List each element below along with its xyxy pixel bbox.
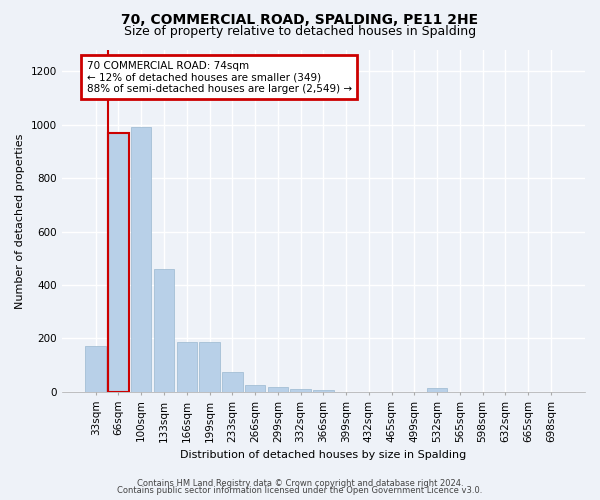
Bar [427,388,448,392]
Bar [154,269,174,392]
Bar [268,386,288,392]
Bar [290,388,311,392]
Text: Contains public sector information licensed under the Open Government Licence v3: Contains public sector information licen… [118,486,482,495]
Text: 70, COMMERCIAL ROAD, SPALDING, PE11 2HE: 70, COMMERCIAL ROAD, SPALDING, PE11 2HE [121,12,479,26]
Y-axis label: Number of detached properties: Number of detached properties [15,134,25,308]
Bar [222,372,242,392]
Text: 70 COMMERCIAL ROAD: 74sqm
← 12% of detached houses are smaller (349)
88% of semi: 70 COMMERCIAL ROAD: 74sqm ← 12% of detac… [86,60,352,94]
Text: Contains HM Land Registry data © Crown copyright and database right 2024.: Contains HM Land Registry data © Crown c… [137,478,463,488]
Bar [85,346,106,392]
X-axis label: Distribution of detached houses by size in Spalding: Distribution of detached houses by size … [180,450,466,460]
Bar [176,342,197,392]
Bar [108,133,129,392]
Bar [313,390,334,392]
Text: Size of property relative to detached houses in Spalding: Size of property relative to detached ho… [124,25,476,38]
Bar [131,128,151,392]
Bar [245,385,265,392]
Bar [199,342,220,392]
